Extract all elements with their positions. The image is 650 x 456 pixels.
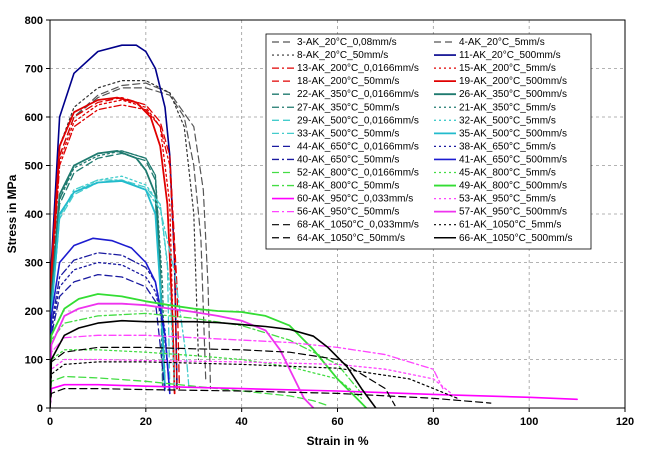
- series-line: [50, 349, 363, 408]
- legend-label: 29-AK_500°C_0,0166mm/s: [297, 115, 419, 126]
- x-tick-label: 60: [331, 416, 343, 428]
- legend-label: 19-AK_200°C_500mm/s: [459, 76, 567, 87]
- series-line: [50, 261, 171, 408]
- series-line: [50, 150, 166, 408]
- legend-label: 18-AK_200°C_50mm/s: [297, 76, 399, 87]
- legend-label: 57-AK_950°C_500mm/s: [459, 207, 567, 218]
- legend-label: 64-AK_1050°C_50mm/s: [297, 233, 405, 244]
- legend-label: 49-AK_800°C_500mm/s: [459, 181, 567, 192]
- x-tick-label: 0: [47, 416, 53, 428]
- series-line: [50, 319, 377, 408]
- legend-label: 68-AK_1050°C_0,033mm/s: [297, 220, 419, 231]
- legend-label: 53-AK_950°C_5mm/s: [459, 194, 556, 205]
- legend-label: 44-AK_650°C_0,0166mm/s: [297, 141, 419, 152]
- legend-label: 48-AK_800°C_50mm/s: [297, 181, 399, 192]
- series-line: [50, 237, 171, 408]
- legend-label: 22-AK_350°C_0,0166mm/s: [297, 89, 419, 100]
- legend: 3-AK_20°C_0,08mm/s 4-AK_20°C_5mm/s 8-AK_20…: [265, 33, 592, 250]
- series-line: [50, 180, 166, 408]
- x-tick-label: 120: [616, 416, 634, 428]
- y-tick-label: 700: [25, 64, 43, 76]
- series-line: [50, 361, 458, 408]
- y-tick-label: 300: [25, 258, 43, 270]
- legend-label: 3-AK_20°C_0,08mm/s: [297, 37, 397, 48]
- legend-label: 56-AK_950°C_50mm/s: [297, 207, 399, 218]
- series-line: [50, 99, 176, 408]
- legend-label: 27-AK_350°C_50mm/s: [297, 102, 399, 113]
- data-series: [50, 44, 578, 408]
- y-tick-label: 600: [25, 112, 43, 124]
- series-line: [50, 273, 166, 408]
- legend-box: [265, 33, 592, 250]
- series-line: [50, 293, 368, 408]
- series-line: [50, 87, 207, 408]
- series-line: [50, 302, 315, 408]
- legend-label: 35-AK_500°C_500mm/s: [459, 128, 567, 139]
- legend-label: 8-AK_20°C_50mm/s: [297, 50, 388, 61]
- series-line: [50, 96, 176, 408]
- y-tick-label: 400: [25, 209, 43, 221]
- legend-label: 52-AK_800°C_0,0166mm/s: [297, 168, 419, 179]
- legend-label: 26-AK_350°C_500mm/s: [459, 89, 567, 100]
- legend-label: 13-AK_200°C_0,0166mm/s: [297, 63, 419, 74]
- x-tick-label: 100: [520, 416, 538, 428]
- legend-label: 4-AK_20°C_5mm/s: [459, 37, 545, 48]
- series-line: [50, 375, 329, 408]
- series-line: [50, 388, 492, 408]
- legend-label: 66-AK_1050°C_500mm/s: [459, 233, 573, 244]
- x-tick-label: 40: [236, 416, 248, 428]
- legend-label: 45-AK_800°C_5mm/s: [459, 168, 556, 179]
- axis-ticks: 0 20 40 60 80 100 120 0 100 200 300 400 500 600 700 800: [25, 15, 635, 428]
- legend-label: 11-AK_20°C_500mm/s: [459, 50, 561, 61]
- y-tick-label: 100: [25, 355, 43, 367]
- y-tick-label: 500: [25, 161, 43, 173]
- x-axis-title: Strain in %: [306, 434, 368, 448]
- legend-label: 41-AK_650°C_500mm/s: [459, 154, 567, 165]
- legend-label: 15-AK_200°C_5mm/s: [459, 63, 556, 74]
- legend-label: 40-AK_650°C_50mm/s: [297, 154, 399, 165]
- legend-label: 21-AK_350°C_5mm/s: [459, 102, 556, 113]
- legend-label: 38-AK_650°C_5mm/s: [459, 141, 556, 152]
- y-tick-label: 800: [25, 15, 43, 27]
- series-line: [50, 346, 396, 408]
- y-tick-label: 0: [37, 403, 43, 415]
- series-line: [50, 312, 363, 408]
- x-tick-label: 80: [427, 416, 439, 428]
- x-tick-label: 20: [140, 416, 152, 428]
- y-axis-title: Stress in MPa: [5, 174, 19, 253]
- legend-label: 60-AK_950°C_0,033mm/s: [297, 194, 413, 205]
- y-tick-label: 200: [25, 306, 43, 318]
- legend-label: 32-AK_500°C_5mm/s: [459, 115, 556, 126]
- series-line: [50, 334, 444, 408]
- series-line: [50, 383, 578, 408]
- series-line: [50, 179, 171, 408]
- series-line: [50, 358, 458, 408]
- legend-label: 33-AK_500°C_50mm/s: [297, 128, 399, 139]
- legend-label: 61-AK_1050°C_5mm/s: [459, 220, 561, 231]
